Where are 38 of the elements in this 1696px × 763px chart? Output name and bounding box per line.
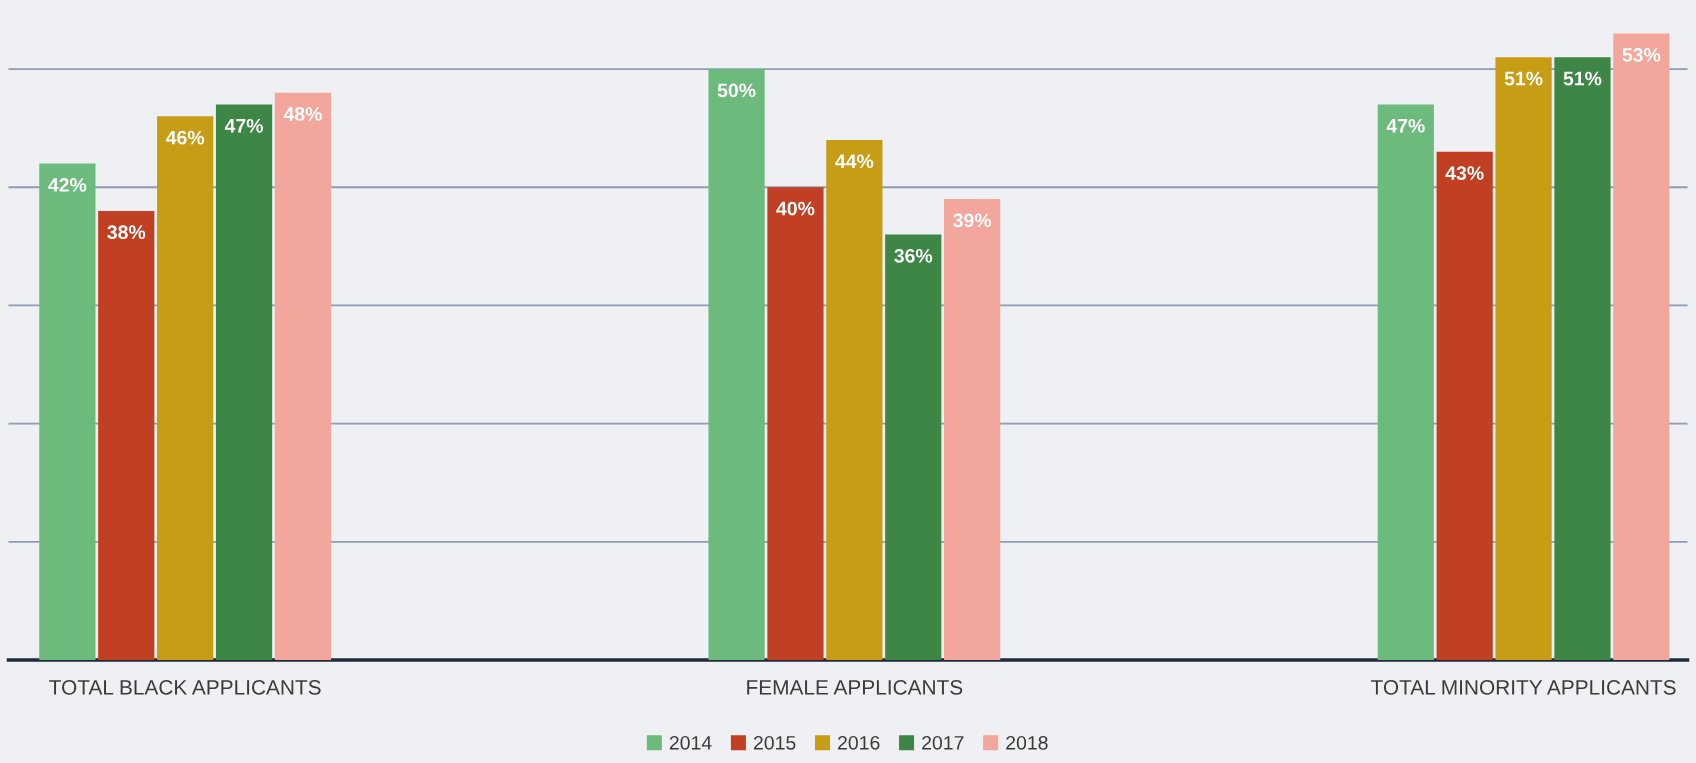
x-tick-label: TOTAL BLACK APPLICANTS <box>49 679 321 695</box>
data-label: 51% <box>1504 71 1543 86</box>
data-label: 38% <box>107 225 146 240</box>
x-tick-label: TOTAL MINORITY APPLICANTS <box>1371 679 1676 695</box>
legend-label: 2016 <box>838 735 880 750</box>
bar <box>157 116 214 660</box>
data-label: 47% <box>1386 118 1425 133</box>
bar <box>1495 57 1552 660</box>
data-label: 50% <box>717 83 756 98</box>
data-label: 40% <box>776 201 815 216</box>
bar <box>944 199 1001 660</box>
bar <box>826 139 883 660</box>
bar <box>1554 57 1611 660</box>
bar <box>1377 104 1434 660</box>
bar <box>767 187 824 660</box>
data-label: 51% <box>1563 71 1602 86</box>
bar <box>708 69 765 660</box>
data-label: 43% <box>1445 166 1484 180</box>
bar <box>1613 33 1670 660</box>
bar <box>39 163 96 660</box>
data-label: 47% <box>224 118 263 133</box>
bar <box>215 104 273 660</box>
bar <box>98 210 155 660</box>
data-label: 46% <box>165 130 205 145</box>
data-label: 36% <box>894 248 933 263</box>
legend-label: 2018 <box>1006 735 1048 750</box>
x-tick-label: FEMALE APPLICANTS <box>747 679 963 695</box>
data-label: 39% <box>953 213 992 228</box>
legend-label: 2014 <box>669 735 712 750</box>
bar <box>1436 151 1493 660</box>
data-label: 42% <box>48 178 87 192</box>
data-label: 48% <box>283 107 322 121</box>
bar <box>885 234 942 660</box>
data-label: 53% <box>1622 48 1661 62</box>
legend-label: 2017 <box>922 735 964 750</box>
data-label: 44% <box>835 154 874 169</box>
bar <box>274 92 332 660</box>
legend-label: 2015 <box>753 735 796 750</box>
